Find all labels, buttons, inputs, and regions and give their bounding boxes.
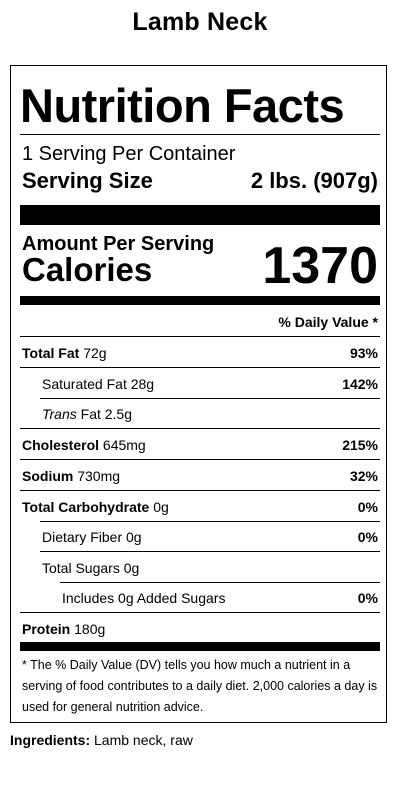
thick-divider (20, 205, 380, 225)
medium-divider (20, 642, 380, 651)
nutrient-daily-value: 32% (349, 468, 378, 484)
nutrient-daily-value: 0% (357, 590, 378, 606)
nutrient-label: Protein (22, 621, 71, 637)
nutrient-label: Dietary Fiber 0g (42, 529, 142, 545)
nutrient-row-sodium: Sodium 730mg 32% (20, 461, 380, 491)
product-title: Lamb Neck (132, 8, 268, 36)
nutrient-row-total-carbohydrate: Total Carbohydrate 0g 0% (20, 492, 380, 522)
nutrient-label: Fat 2.5g (80, 406, 133, 422)
nutrient-amount: 730mg (77, 468, 121, 484)
nutrient-amount: 180g (74, 621, 106, 637)
nutrient-daily-value: 0% (357, 529, 378, 545)
serving-size-value: 2 lbs. (907g) (250, 168, 378, 193)
divider (20, 428, 380, 429)
nutrient-row-total-sugars: Total Sugars 0g (20, 553, 380, 583)
nutrient-daily-value: 0% (357, 499, 378, 515)
nutrient-label: Saturated Fat 28g (42, 376, 155, 392)
divider (20, 612, 380, 613)
nutrient-amount: 72g (83, 345, 107, 361)
nutrient-row-added-sugars: Includes 0g Added Sugars 0% (20, 583, 380, 613)
nutrient-label-italic: Trans (42, 406, 77, 422)
calories-value: 1370 (262, 237, 378, 295)
nutrition-label-box (10, 65, 387, 723)
nutrient-label: Total Sugars 0g (42, 560, 140, 576)
nutrient-row-trans-fat: Trans Fat 2.5g (20, 399, 380, 429)
nutrient-label: Cholesterol (22, 437, 100, 453)
ingredients-line: Ingredients: Lamb neck, raw (10, 732, 193, 748)
divider (40, 398, 380, 399)
nutrient-row-dietary-fiber: Dietary Fiber 0g 0% (20, 522, 380, 552)
serving-size-label: Serving Size (22, 168, 153, 193)
nutrient-amount: 645mg (102, 437, 146, 453)
divider (20, 134, 380, 135)
nutrient-row-protein: Protein 180g (20, 614, 380, 644)
amount-per-serving: Amount Per Serving (22, 233, 215, 255)
nutrient-daily-value: 142% (342, 376, 378, 392)
nutrient-label: Sodium (22, 468, 74, 484)
divider (20, 367, 380, 368)
nutrient-daily-value: 215% (342, 437, 378, 453)
nutrient-label: Total Carbohydrate (22, 499, 150, 515)
calories-label: Calories (22, 251, 153, 288)
daily-value-footnote: * The % Daily Value (DV) tells you how m… (22, 658, 378, 714)
divider (40, 521, 380, 522)
divider (40, 551, 380, 552)
daily-value-header: % Daily Value * (278, 314, 378, 330)
divider (20, 459, 380, 460)
divider (60, 582, 380, 583)
servings-per-container: 1 Serving Per Container (22, 143, 236, 165)
nutrient-daily-value: 93% (349, 345, 378, 361)
nutrient-amount: 0g (153, 499, 169, 515)
nutrient-row-total-fat: Total Fat 72g 93% (20, 338, 380, 368)
ingredients-value: Lamb neck, raw (94, 732, 193, 748)
nutrient-row-saturated-fat: Saturated Fat 28g 142% (20, 369, 380, 399)
nutrient-row-cholesterol: Cholesterol 645mg 215% (20, 430, 380, 460)
nutrient-label: Total Fat (22, 345, 80, 361)
medium-divider (20, 296, 380, 305)
ingredients-label: Ingredients: (10, 732, 91, 748)
nutrient-label: Includes 0g Added Sugars (62, 590, 226, 606)
divider (20, 490, 380, 491)
divider (20, 336, 380, 337)
nutrition-facts-heading: Nutrition Facts (20, 79, 345, 132)
